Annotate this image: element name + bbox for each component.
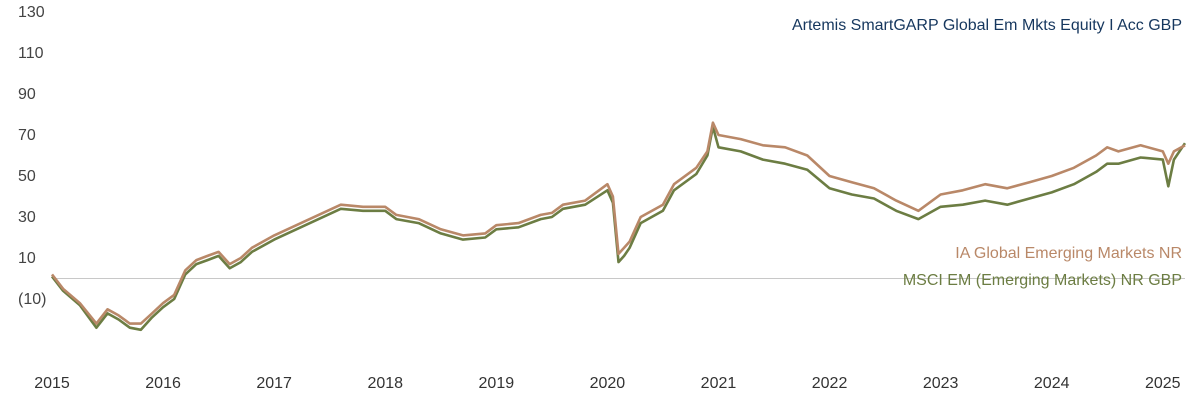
y-tick-label: 90 <box>18 86 36 103</box>
y-tick-label: 130 <box>18 4 45 21</box>
x-tick-label: 2017 <box>256 375 292 392</box>
legend-entry-artemis: Artemis SmartGARP Global Em Mkts Equity … <box>791 17 1182 34</box>
y-tick-label: 110 <box>18 45 44 62</box>
x-tick-label: 2025 <box>1145 375 1181 392</box>
x-tick-label: 2023 <box>923 375 959 392</box>
series-line-1 <box>50 121 1186 325</box>
y-tick-label: 30 <box>18 209 36 226</box>
y-tick-label: (10) <box>18 291 46 308</box>
legend-entry-ia-global-em: IA Global Emerging Markets NR <box>955 245 1182 262</box>
y-tick-label: 10 <box>18 250 36 267</box>
x-tick-label: 2016 <box>145 375 181 392</box>
x-tick-label: 2024 <box>1034 375 1070 392</box>
x-tick-label: 2020 <box>590 375 626 392</box>
x-tick-label: 2015 <box>34 375 70 392</box>
y-tick-label: 50 <box>18 168 36 185</box>
x-tick-label: 2018 <box>367 375 403 392</box>
x-axis: 2015 2016 2017 2018 2019 2020 2021 2022 2023 2024… <box>34 375 1180 392</box>
y-axis: 130 110 90 70 50 30 10 (10) <box>18 4 46 308</box>
series-layer <box>50 121 1187 332</box>
series-line-2 <box>50 125 1187 332</box>
x-tick-label: 2019 <box>479 375 515 392</box>
legend-entry-msci-em: MSCI EM (Emerging Markets) NR GBP <box>902 272 1182 289</box>
y-tick-label: 70 <box>18 127 36 144</box>
x-tick-label: 2022 <box>812 375 848 392</box>
x-tick-label: 2021 <box>701 375 737 392</box>
